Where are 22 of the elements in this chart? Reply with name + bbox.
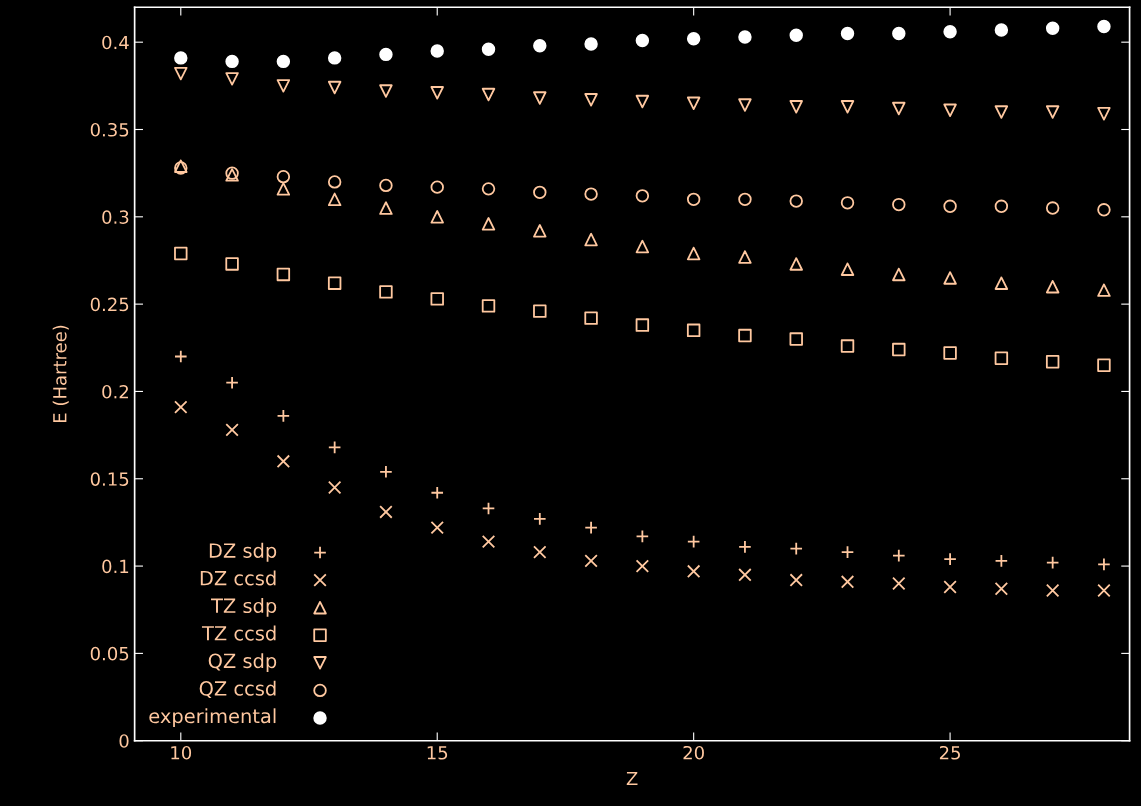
legend-label: DZ sdp [209,542,277,562]
y-tick-label: 0.1 [102,559,129,574]
y-tick-label: 0.35 [90,122,129,137]
legend-label: QZ sdp [208,653,277,672]
x-axis-title: Z [626,771,638,786]
y-tick-label: 0.2 [102,384,128,399]
legend-label: DZ ccsd [200,570,276,586]
y-tick-label: 0.15 [90,472,129,486]
y-tick-label: 0.4 [102,35,129,50]
y-tick-label: 0.05 [90,646,129,661]
legend-label: experimental [149,708,276,728]
x-tick-label: 15 [427,746,448,760]
legend-label: TZ ccsd [201,625,276,641]
legend-label: TZ sdp [211,598,277,617]
x-tick-label: 20 [683,745,704,760]
y-tick-label: 0 [119,734,129,748]
x-tick-label: 10 [171,745,192,760]
y-tick-label: 0.3 [102,210,129,224]
x-tick-label: 25 [939,745,960,760]
legend-label: QZ ccsd [199,680,276,698]
y-axis-title: E (Hartree) [52,325,69,423]
y-tick-label: 0.25 [90,297,129,312]
